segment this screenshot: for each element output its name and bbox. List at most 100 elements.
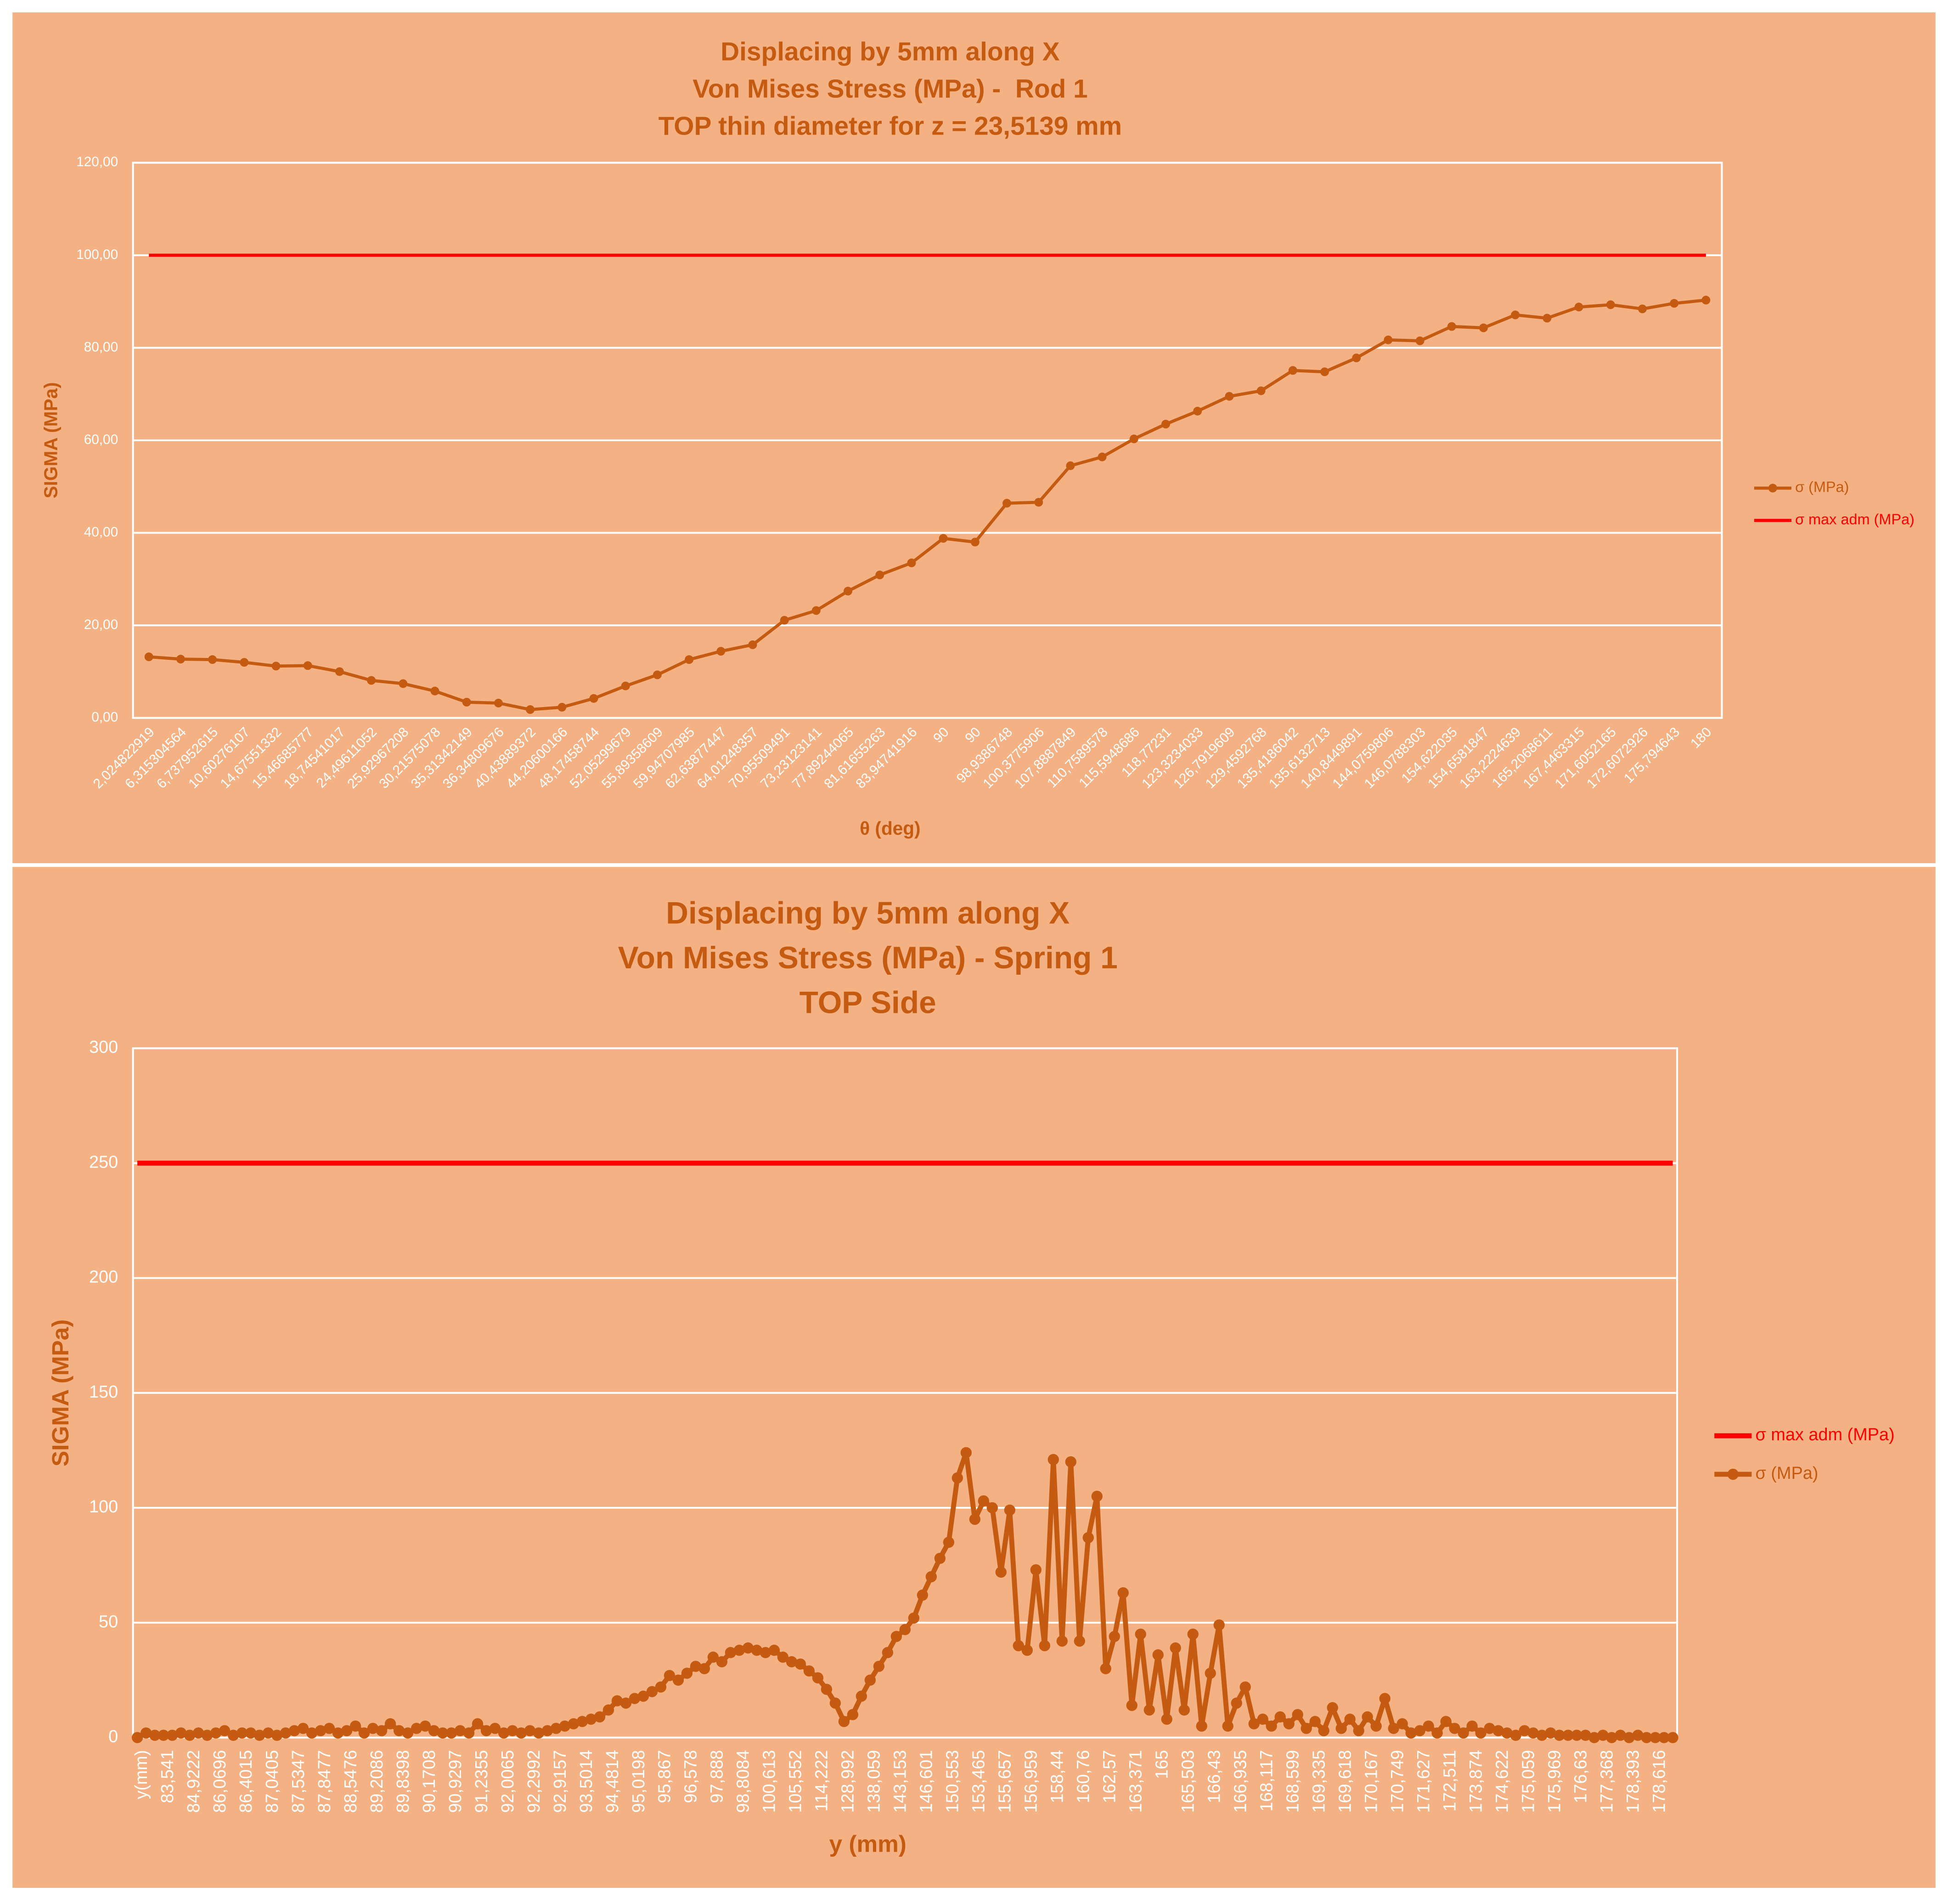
data-point <box>1667 1732 1678 1743</box>
data-point <box>1161 1713 1172 1725</box>
data-point <box>1543 314 1552 323</box>
x-tick-label: y(mm) <box>132 1750 151 1799</box>
data-point <box>1510 1730 1521 1741</box>
x-tick-label: 92,9157 <box>551 1750 570 1813</box>
data-point <box>794 1658 806 1670</box>
x-tick-label: 105,552 <box>786 1750 805 1813</box>
data-point <box>1562 1730 1574 1741</box>
data-point <box>1492 1725 1504 1736</box>
data-point <box>271 1730 283 1741</box>
data-point <box>245 1727 257 1739</box>
data-point <box>951 1472 963 1484</box>
data-point <box>1129 434 1138 444</box>
data-point <box>1143 1704 1155 1716</box>
data-point <box>445 1727 457 1739</box>
data-point <box>208 655 217 664</box>
chart-title: Von Mises Stress (MPa) - Rod 1 <box>692 74 1088 103</box>
data-point <box>637 1691 649 1702</box>
legend-marker <box>1727 1468 1739 1480</box>
data-point <box>1670 299 1679 308</box>
x-tick-label: 92,2992 <box>524 1750 544 1813</box>
data-point <box>236 1727 248 1739</box>
data-point <box>1641 1732 1652 1743</box>
data-point <box>402 1727 414 1739</box>
data-point <box>585 1713 597 1725</box>
data-point <box>899 1624 911 1635</box>
data-point <box>419 1720 431 1732</box>
x-tick-label: 165 <box>1153 1750 1172 1779</box>
data-point <box>1100 1663 1111 1674</box>
panel-background <box>12 867 1936 1888</box>
data-point <box>559 1720 571 1732</box>
data-point <box>1135 1629 1146 1640</box>
data-point <box>1126 1700 1137 1711</box>
y-tick-label: 100 <box>89 1497 118 1516</box>
data-point <box>1588 1732 1600 1743</box>
x-axis-title: θ (deg) <box>860 818 920 839</box>
x-tick-label: 90,9297 <box>446 1750 465 1813</box>
y-tick-label: 80,00 <box>84 339 118 354</box>
data-point <box>253 1730 265 1741</box>
data-point <box>1571 1730 1582 1741</box>
data-point <box>907 558 916 567</box>
data-point <box>890 1631 902 1642</box>
data-point <box>288 1725 300 1736</box>
data-point <box>716 1656 728 1668</box>
y-tick-label: 20,00 <box>84 617 118 632</box>
data-point <box>1638 304 1647 314</box>
x-tick-label: 177,368 <box>1597 1750 1616 1813</box>
data-point <box>1362 1711 1373 1723</box>
data-point <box>462 697 471 707</box>
data-point <box>376 1725 388 1736</box>
data-point <box>323 1723 335 1734</box>
data-point <box>811 606 821 615</box>
x-tick-label: 155,657 <box>996 1750 1015 1813</box>
data-point <box>844 587 853 595</box>
data-point <box>131 1732 143 1743</box>
data-point <box>1193 407 1202 416</box>
data-point <box>1283 1718 1295 1730</box>
data-point <box>507 1725 518 1736</box>
x-tick-label: 97,888 <box>708 1750 727 1803</box>
x-tick-label: 87,5347 <box>289 1750 308 1813</box>
data-point <box>306 1727 318 1739</box>
data-point <box>384 1718 396 1730</box>
data-point <box>367 676 376 685</box>
plot-border <box>132 162 1723 719</box>
data-point <box>227 1730 239 1741</box>
x-tick-label: 169,335 <box>1310 1750 1329 1813</box>
data-point <box>1632 1730 1644 1741</box>
data-point <box>1388 1723 1399 1734</box>
data-point <box>856 1691 867 1702</box>
data-point <box>821 1684 833 1695</box>
data-point <box>594 1711 606 1723</box>
data-point <box>568 1718 580 1730</box>
x-tick-label: 95,867 <box>655 1750 675 1803</box>
data-point <box>515 1727 527 1739</box>
data-point <box>271 662 281 671</box>
x-tick-label: 86,4015 <box>236 1750 256 1813</box>
data-point <box>1431 1727 1443 1739</box>
x-tick-label: 169,618 <box>1336 1750 1355 1813</box>
data-point <box>1449 1723 1460 1734</box>
data-point <box>1440 1716 1452 1727</box>
legend-label: σ max adm (MPa) <box>1756 1425 1895 1444</box>
data-point <box>864 1674 876 1686</box>
data-point <box>943 1536 955 1548</box>
plot-border <box>132 1047 1678 1739</box>
data-point <box>332 1727 344 1739</box>
x-tick-label: 168,117 <box>1257 1750 1277 1812</box>
data-point <box>1021 1645 1033 1656</box>
data-point <box>524 1725 536 1736</box>
x-tick-label: 168,599 <box>1284 1750 1303 1813</box>
x-tick-label: 165,503 <box>1179 1750 1198 1813</box>
data-point <box>140 1727 152 1739</box>
y-tick-label: 200 <box>89 1268 118 1287</box>
data-point <box>428 1725 440 1736</box>
data-point <box>498 1727 510 1739</box>
data-point <box>690 1661 702 1672</box>
data-point <box>219 1725 231 1736</box>
x-tick-label: 176,63 <box>1571 1750 1590 1803</box>
x-tick-label: 178,616 <box>1650 1750 1669 1813</box>
